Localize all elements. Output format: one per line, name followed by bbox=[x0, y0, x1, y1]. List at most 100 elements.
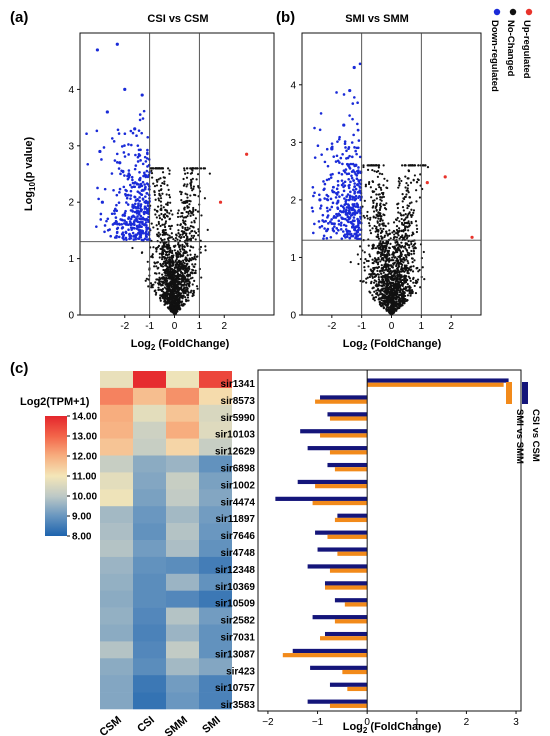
volcano-b-point-down bbox=[321, 213, 325, 217]
volcano-a-point-no-change bbox=[176, 212, 179, 215]
bar-row-label: sir3583 bbox=[221, 700, 256, 711]
volcano-a-point-no-change bbox=[164, 232, 167, 236]
volcano-b-point-down bbox=[335, 191, 338, 195]
volcano-b-point-no-change bbox=[407, 267, 410, 270]
volcano-b-point-no-change bbox=[406, 204, 409, 207]
volcano-a-point-down bbox=[102, 146, 106, 149]
volcano-b-point-no-change bbox=[385, 202, 388, 205]
volcano-b-point-no-change bbox=[398, 176, 401, 180]
heatmap-cell bbox=[199, 523, 232, 541]
volcano-a-point-no-change bbox=[144, 279, 147, 282]
bar-xlabel: Log2 (FoldChange) bbox=[343, 721, 442, 735]
volcano-b-point-no-change bbox=[406, 184, 410, 187]
volcano-b-point-down bbox=[339, 204, 343, 208]
heatmap-cell bbox=[199, 421, 232, 439]
volcano-a-point-down bbox=[103, 230, 106, 234]
volcano-b-point-no-change bbox=[404, 265, 407, 268]
volcano-a-point-no-change bbox=[155, 178, 158, 182]
volcano-a-point-down bbox=[127, 143, 130, 146]
volcano-a-point-no-change bbox=[170, 251, 173, 254]
volcano-a-point-no-change bbox=[197, 184, 200, 188]
volcano-a-point-no-change bbox=[192, 289, 195, 292]
volcano-b-ytick-label: 0 bbox=[290, 311, 296, 322]
volcano-a-point-no-change bbox=[161, 249, 164, 252]
volcano-a-point-no-change bbox=[154, 198, 157, 201]
volcano-b-point-down bbox=[358, 233, 362, 236]
volcano-b-point-down bbox=[351, 117, 354, 121]
volcano-b-point-no-change bbox=[408, 288, 411, 291]
volcano-a-point-no-change bbox=[181, 215, 184, 218]
volcano-b-point-no-change bbox=[364, 183, 368, 186]
volcano-b-point-down bbox=[324, 219, 327, 223]
heatmap-cell bbox=[166, 438, 199, 456]
volcano-a-point-no-change bbox=[183, 245, 186, 249]
volcano-a-point-no-change bbox=[181, 274, 184, 277]
volcano-b-xtick-label: -1 bbox=[357, 321, 366, 332]
volcano-a-point-no-change bbox=[192, 206, 195, 210]
volcano-a-point-down bbox=[139, 204, 142, 208]
heatmap-cell bbox=[166, 675, 199, 693]
volcano-b-point-no-change bbox=[384, 224, 387, 228]
volcano-b-point-no-change bbox=[395, 265, 398, 268]
volcano-a-ylabel: Log10(p value) bbox=[23, 137, 37, 212]
volcano-b-point-no-change bbox=[392, 236, 396, 239]
volcano-b-point-no-change bbox=[378, 223, 381, 226]
volcano-a-point-down bbox=[134, 205, 137, 209]
volcano-a-point-down bbox=[133, 167, 137, 171]
bar-xtick-label: 0 bbox=[364, 717, 370, 728]
volcano-b-point-no-change bbox=[379, 284, 383, 287]
volcano-a-point-down bbox=[100, 200, 104, 204]
volcano-a-point-down bbox=[143, 155, 147, 159]
volcano-a-point-no-change bbox=[172, 254, 175, 257]
volcano-b-point-down bbox=[351, 195, 354, 199]
volcano-a-point-no-change bbox=[152, 283, 155, 286]
volcano-b-point-no-change bbox=[382, 294, 385, 297]
volcano-b-point-no-change bbox=[384, 248, 387, 251]
volcano-b-xtick-label: 2 bbox=[448, 321, 454, 332]
heatmap-colorbar: Log2(TPM+1) 14.0013.0012.0011.0010.009.0… bbox=[20, 396, 97, 543]
heatmap-cell bbox=[199, 455, 232, 473]
volcano-b-point-down bbox=[347, 177, 350, 181]
volcano-a-point-no-change bbox=[192, 167, 195, 170]
volcano-a-point-down bbox=[118, 161, 122, 165]
volcano-a-point-down bbox=[144, 234, 148, 238]
volcano-b-point-down bbox=[340, 179, 344, 182]
volcano-a-point-no-change bbox=[191, 189, 194, 192]
volcano-b-point-no-change bbox=[387, 260, 391, 263]
volcano-b-point-no-change bbox=[364, 258, 367, 261]
volcano-b-point-no-change bbox=[407, 254, 411, 257]
volcano-b-point-no-change bbox=[387, 308, 390, 311]
volcano-a-point-no-change bbox=[186, 236, 189, 239]
volcano-a-point-no-change bbox=[150, 286, 153, 289]
volcano-b-point-down bbox=[348, 167, 352, 170]
volcano-b-point-no-change bbox=[367, 244, 370, 247]
volcano-a-point-no-change bbox=[191, 268, 194, 271]
volcano-a-point-down bbox=[136, 160, 140, 163]
volcano-b-point-no-change bbox=[378, 185, 381, 189]
volcano-b-point-down bbox=[332, 185, 335, 189]
volcano-a-point-no-change bbox=[155, 261, 159, 264]
bar-smi-vs-smm bbox=[329, 568, 368, 573]
volcano-b-point-no-change bbox=[394, 290, 397, 293]
volcano-a-point-no-change bbox=[185, 238, 188, 241]
volcano-a-point-down bbox=[117, 132, 121, 135]
heatmap-cell bbox=[100, 624, 133, 642]
volcano-b-point-no-change bbox=[371, 190, 374, 193]
volcano-b-point-no-change bbox=[404, 247, 407, 250]
volcano-b-point-no-change bbox=[384, 242, 388, 245]
volcano-a-point-no-change bbox=[159, 294, 162, 297]
volcano-b-point-no-change bbox=[368, 255, 372, 258]
volcano-b-point-no-change bbox=[396, 268, 400, 272]
volcano-b-point-down bbox=[356, 101, 359, 105]
volcano-a-point-no-change bbox=[187, 212, 190, 215]
volcano-b-point-no-change bbox=[398, 220, 401, 223]
volcano-b-xlabel: Log2 (FoldChange) bbox=[343, 338, 442, 352]
volcano-b-point-down bbox=[349, 190, 352, 194]
volcano-a-point-no-change bbox=[200, 214, 203, 217]
volcano-a-point-down bbox=[127, 193, 130, 197]
volcano-a-point-no-change bbox=[150, 222, 153, 225]
legend-csi-swatch bbox=[522, 382, 528, 404]
volcano-a-point-no-change bbox=[158, 214, 161, 217]
volcano-b-point-no-change bbox=[408, 224, 411, 227]
volcano-a-point-no-change bbox=[159, 233, 162, 236]
